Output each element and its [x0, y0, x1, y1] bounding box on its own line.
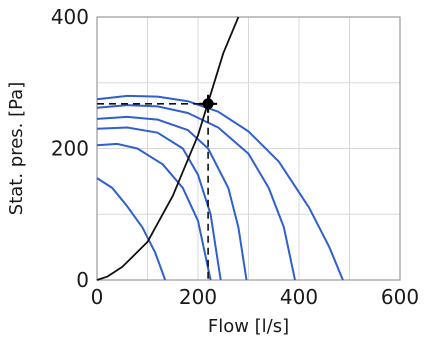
y-tick-label: 0 [76, 268, 89, 292]
x-tick-label: 600 [381, 285, 419, 309]
x-tick-label: 400 [280, 285, 318, 309]
grid [96, 16, 401, 281]
curves [96, 16, 344, 281]
fan-curve-1 [96, 94, 344, 281]
fan-curve-6 [96, 177, 167, 281]
plot-frame [96, 16, 401, 281]
fan-curve-5 [96, 142, 212, 281]
x-axis-label: Flow [l/s] [208, 316, 289, 337]
y-axis-label: Stat. pres. [Pa] [6, 82, 27, 215]
operating-point-guides [97, 102, 209, 280]
y-tick-label: 200 [51, 137, 89, 161]
system-curve [96, 16, 240, 281]
fan-curve-4 [96, 126, 222, 281]
x-tick-labels: 0 200 400 600 [91, 285, 419, 309]
operating-point [199, 94, 218, 113]
y-tick-labels: 0 200 400 [51, 5, 89, 292]
fan-curve-2 [96, 104, 296, 281]
x-tick-label: 0 [91, 285, 104, 309]
y-tick-label: 400 [51, 5, 89, 29]
fan-curve-3 [96, 115, 248, 281]
x-tick-label: 200 [179, 285, 217, 309]
